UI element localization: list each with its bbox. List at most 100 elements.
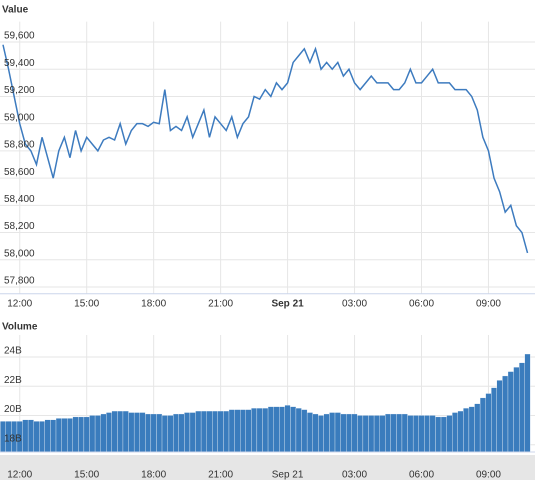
volume-bar — [217, 410, 224, 453]
y-tick-label: 57,800 — [4, 276, 35, 287]
volume-bar — [178, 413, 185, 453]
volume-bar — [284, 405, 291, 453]
price-line — [2, 44, 529, 254]
volume-bar — [440, 416, 447, 453]
y-tick-label: 24B — [4, 346, 22, 357]
volume-bar — [133, 412, 140, 453]
volume-bar — [474, 403, 481, 453]
volume-bar — [362, 415, 369, 453]
volume-bar — [256, 407, 263, 453]
volume-bar — [234, 409, 241, 453]
volume-bar — [468, 406, 475, 453]
volume-bar — [491, 387, 497, 453]
volume-bar — [161, 415, 168, 453]
x-tick-label: 06:00 — [409, 299, 434, 310]
volume-bar — [306, 412, 313, 453]
volume-bar — [67, 418, 73, 453]
volume-bar — [44, 419, 51, 453]
volume-bar — [412, 415, 419, 453]
x-tick-label: 21:00 — [208, 299, 233, 310]
x-tick-label: 12:00 — [7, 470, 32, 481]
volume-bar — [424, 415, 431, 453]
y-axis-label: Volume — [2, 322, 38, 333]
volume-bar — [513, 367, 520, 453]
y-tick-label: 59,600 — [4, 31, 35, 42]
volume-bar — [357, 415, 364, 453]
volume-bar — [312, 413, 319, 453]
volume-bar — [485, 393, 492, 453]
y-tick-label: 59,200 — [4, 85, 35, 96]
volume-bar — [167, 415, 174, 453]
y-tick-label: 22B — [4, 375, 22, 386]
volume-bar — [150, 413, 157, 453]
volume-bar — [340, 413, 347, 453]
volume-bar — [33, 421, 40, 453]
volume-bar — [435, 416, 442, 453]
y-tick-label: 58,400 — [4, 194, 35, 205]
volume-bar — [502, 375, 509, 453]
y-tick-label: 58,200 — [4, 221, 35, 232]
volume-bar — [55, 418, 62, 453]
x-tick-label: 18:00 — [141, 299, 166, 310]
volume-bar — [301, 409, 308, 453]
x-tick-label: 18:00 — [141, 470, 166, 481]
y-tick-label: 58,000 — [4, 248, 35, 259]
y-tick-label: 58,800 — [4, 140, 35, 151]
volume-bar — [267, 406, 274, 453]
volume-bar — [89, 415, 96, 453]
volume-bar — [61, 418, 68, 453]
volume-bar — [379, 415, 386, 453]
volume-bar — [519, 362, 525, 453]
volume-bar — [329, 412, 336, 453]
volume-bar — [323, 413, 330, 453]
volume-bar — [390, 413, 397, 453]
volume-bar — [173, 413, 179, 453]
volume-bar — [429, 415, 436, 453]
volume-bar — [446, 415, 453, 453]
volume-bar — [251, 407, 258, 453]
volume-bar — [368, 415, 375, 453]
volume-bar — [100, 413, 107, 453]
volume-bar — [111, 410, 118, 453]
volume-bar — [78, 416, 85, 453]
volume-bar — [463, 407, 470, 453]
volume-bar — [22, 419, 29, 453]
volume-bar — [524, 353, 531, 453]
y-axis-label: Value — [2, 5, 29, 16]
x-tick-label: 09:00 — [476, 470, 501, 481]
x-tick-label: 15:00 — [74, 470, 99, 481]
volume-bar — [72, 416, 79, 453]
volume-bar — [184, 412, 191, 453]
volume-bar — [334, 412, 341, 453]
volume-bar — [273, 406, 280, 453]
y-tick-label: 18B — [4, 433, 22, 444]
x-tick-label: 03:00 — [342, 299, 367, 310]
volume-bar — [83, 416, 90, 453]
volume-bar — [346, 413, 352, 453]
volume-bar — [223, 410, 230, 453]
volume-bar — [122, 410, 129, 453]
volume-bar — [507, 371, 514, 453]
volume-bar — [318, 415, 324, 453]
x-tick-label: 09:00 — [476, 299, 501, 310]
volume-bar — [407, 415, 414, 453]
x-tick-label: Sep 21 — [272, 470, 304, 481]
volume-bar — [117, 410, 124, 453]
volume-bar — [396, 413, 403, 453]
volume-bar — [279, 406, 285, 453]
volume-bar — [189, 412, 196, 453]
volume-bar — [106, 412, 112, 453]
volume-bar — [457, 410, 464, 453]
volume-bar — [27, 419, 34, 453]
volume-bar — [128, 412, 135, 453]
volume-bar — [418, 415, 425, 453]
volume-bar — [228, 409, 235, 453]
volume-bar — [290, 406, 297, 453]
volume-bar — [496, 380, 503, 453]
navigator — [0, 455, 535, 480]
volume-bar — [139, 412, 146, 453]
volume-bar — [479, 397, 486, 453]
volume-bar — [206, 410, 213, 453]
x-tick-label: 03:00 — [342, 470, 367, 481]
